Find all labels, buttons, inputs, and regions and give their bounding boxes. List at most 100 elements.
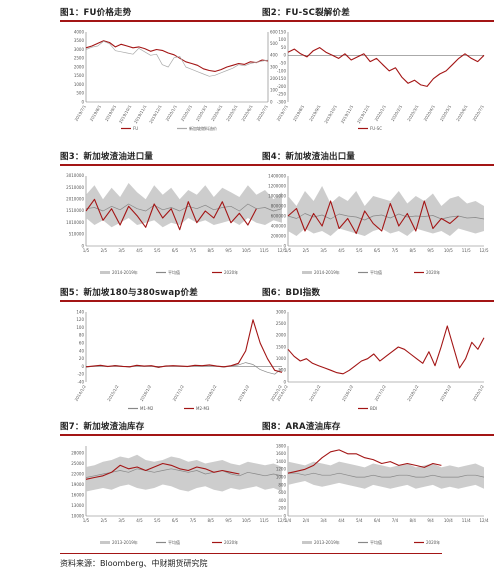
series-line xyxy=(85,468,283,478)
x-tick-label: 2020/2/1 xyxy=(180,104,194,122)
y-tick-label: -150 xyxy=(277,76,287,81)
x-tick-label: 2017/1/2 xyxy=(374,384,388,402)
x-tick-label: 2020/3/1 xyxy=(406,104,420,122)
x-tick-label: 2020/4/1 xyxy=(210,104,224,122)
x-tick-label: 12/5 xyxy=(480,248,489,253)
y-tick-label: 16000 xyxy=(71,492,84,497)
y-tick-label: 400000 xyxy=(271,223,287,228)
x-tick-label: 2019/7/1 xyxy=(74,104,88,122)
x-tick-label: 11/5 xyxy=(462,248,471,253)
x-tick-label: 9/5 xyxy=(427,248,434,253)
title-divider xyxy=(262,20,494,22)
y-tick-label: 600000 xyxy=(271,213,287,218)
x-tick-label: 2015/1/2 xyxy=(308,384,322,402)
y-tick-label: 1500 xyxy=(74,73,85,78)
y-tick-label: 510000 xyxy=(69,232,85,237)
series-line xyxy=(287,449,442,474)
x-tick-label: 4/5 xyxy=(136,248,143,253)
title-divider xyxy=(262,300,494,302)
chart-title: 图2：FU-SC裂解价差 xyxy=(262,8,350,18)
y-tick-label: -200 xyxy=(277,84,287,89)
y-tick-label: 1400 xyxy=(276,459,287,464)
legend-label: 平均值 xyxy=(370,269,382,275)
x-tick-label: 3/5 xyxy=(118,518,125,523)
x-tick-label: 2019/11/1 xyxy=(340,104,355,125)
legend-label: 平均值 xyxy=(370,539,382,545)
y-tick-label: 100 xyxy=(76,325,84,330)
legend-label: 2020年 xyxy=(224,539,238,545)
y-tick-label: 500 xyxy=(278,368,286,373)
x-tick-label: 2019/9/1 xyxy=(104,104,118,122)
y-tick-label: 0 xyxy=(283,53,286,58)
y-tick-label: 4000 xyxy=(74,29,85,34)
y-tick-label: -100 xyxy=(277,68,287,73)
y-tick-label: 3500 xyxy=(74,38,85,43)
x-tick-label: 6/4 xyxy=(374,518,381,523)
x-tick-label: 9/5 xyxy=(225,248,232,253)
y-tick-label: 1010000 xyxy=(66,220,84,225)
legend-label: FU-SC xyxy=(370,126,382,131)
x-tick-label: 6/5 xyxy=(374,248,381,253)
legend-label: FU xyxy=(133,126,138,131)
x-tick-label: 7/5 xyxy=(392,248,399,253)
x-tick-label: 4/5 xyxy=(338,248,345,253)
y-tick-label: 1510000 xyxy=(66,208,84,213)
legend-swatch xyxy=(100,541,110,544)
series-line xyxy=(287,47,485,87)
x-tick-label: 8/4 xyxy=(410,518,417,523)
chart-title: 图1：FU价格走势 xyxy=(60,8,132,18)
legend-swatch xyxy=(302,271,312,274)
chart-fu-sc-spread: -300 -250 -200 -150 -100 -50 0 50 100 150 2019/7/1… xyxy=(276,29,486,131)
x-tick-label: 1/5 xyxy=(285,248,292,253)
x-tick-label: 1/4 xyxy=(285,518,292,523)
legend-label: 2013-2019年 xyxy=(112,539,138,545)
y-tick-label: 0 xyxy=(81,364,84,369)
y-tick-label: 400 xyxy=(278,498,286,503)
x-tick-label: 2020/4/1 xyxy=(423,104,437,122)
y-tick-label: 800000 xyxy=(271,203,287,208)
source-note: 资料来源：Bloomberg、中财期货研究院 xyxy=(60,559,208,568)
x-tick-label: 2019/12/1 xyxy=(356,104,371,125)
y-tick-label: 140 xyxy=(76,309,84,314)
chart-title: 图7：新加坡渣油库存 xyxy=(60,422,145,432)
x-tick-label: 6/5 xyxy=(172,518,179,523)
chart-title: 图4：新加坡渣油出口量 xyxy=(262,152,356,162)
y-tick-label: 1800 xyxy=(276,443,287,448)
y-tick-label: 60 xyxy=(79,341,85,346)
y-tick-label: -40 xyxy=(77,379,84,384)
x-tick-label: 5/5 xyxy=(154,518,161,523)
legend-swatch xyxy=(100,271,110,274)
series-line xyxy=(288,472,485,478)
chart-sg-exports: 0 200000 400000 600000 800000 1000000 1200000 1… xyxy=(268,173,489,275)
y-tick-label: 2000 xyxy=(276,333,287,338)
x-tick-label: 2020/1/1 xyxy=(165,104,179,122)
y-tick-label: 40 xyxy=(79,348,85,353)
x-tick-label: 3/4 xyxy=(320,518,327,523)
y-tick-label: 200000 xyxy=(271,233,287,238)
x-tick-label: 10/5 xyxy=(242,248,251,253)
x-tick-label: 7/5 xyxy=(190,518,197,523)
chart-fu-price: 0 500 1000 1500 2000 2500 3000 3500 4000 0 100 200 3… xyxy=(74,29,279,131)
y-tick-label: 1000 xyxy=(276,475,287,480)
series-line xyxy=(85,198,257,231)
y-tick-label: 500 xyxy=(76,91,84,96)
x-tick-label: 2/5 xyxy=(101,518,108,523)
series-line xyxy=(85,40,269,72)
y-tick-label: -250 xyxy=(277,92,287,97)
x-tick-label: 2019/1/2 xyxy=(237,384,251,402)
y-tick-label: 0 xyxy=(283,513,286,518)
legend-label: 2020年 xyxy=(426,539,440,545)
x-tick-label: 2019/8/1 xyxy=(89,104,103,122)
y2-tick-label: 200 xyxy=(270,76,278,81)
y-tick-label: 1000 xyxy=(276,356,287,361)
x-tick-label: 2019/1/2 xyxy=(439,384,453,402)
x-tick-label: 2014/1/2 xyxy=(276,384,290,402)
y-tick-label: 19000 xyxy=(71,482,84,487)
y-tick-label: 1500 xyxy=(276,344,287,349)
title-divider xyxy=(60,300,292,302)
x-tick-label: 2014/1/2 xyxy=(74,384,88,402)
x-tick-label: 11/5 xyxy=(260,518,269,523)
legend-label: BDI xyxy=(370,406,377,411)
x-tick-label: 2020/1/1 xyxy=(374,104,388,122)
series-line xyxy=(85,319,283,373)
